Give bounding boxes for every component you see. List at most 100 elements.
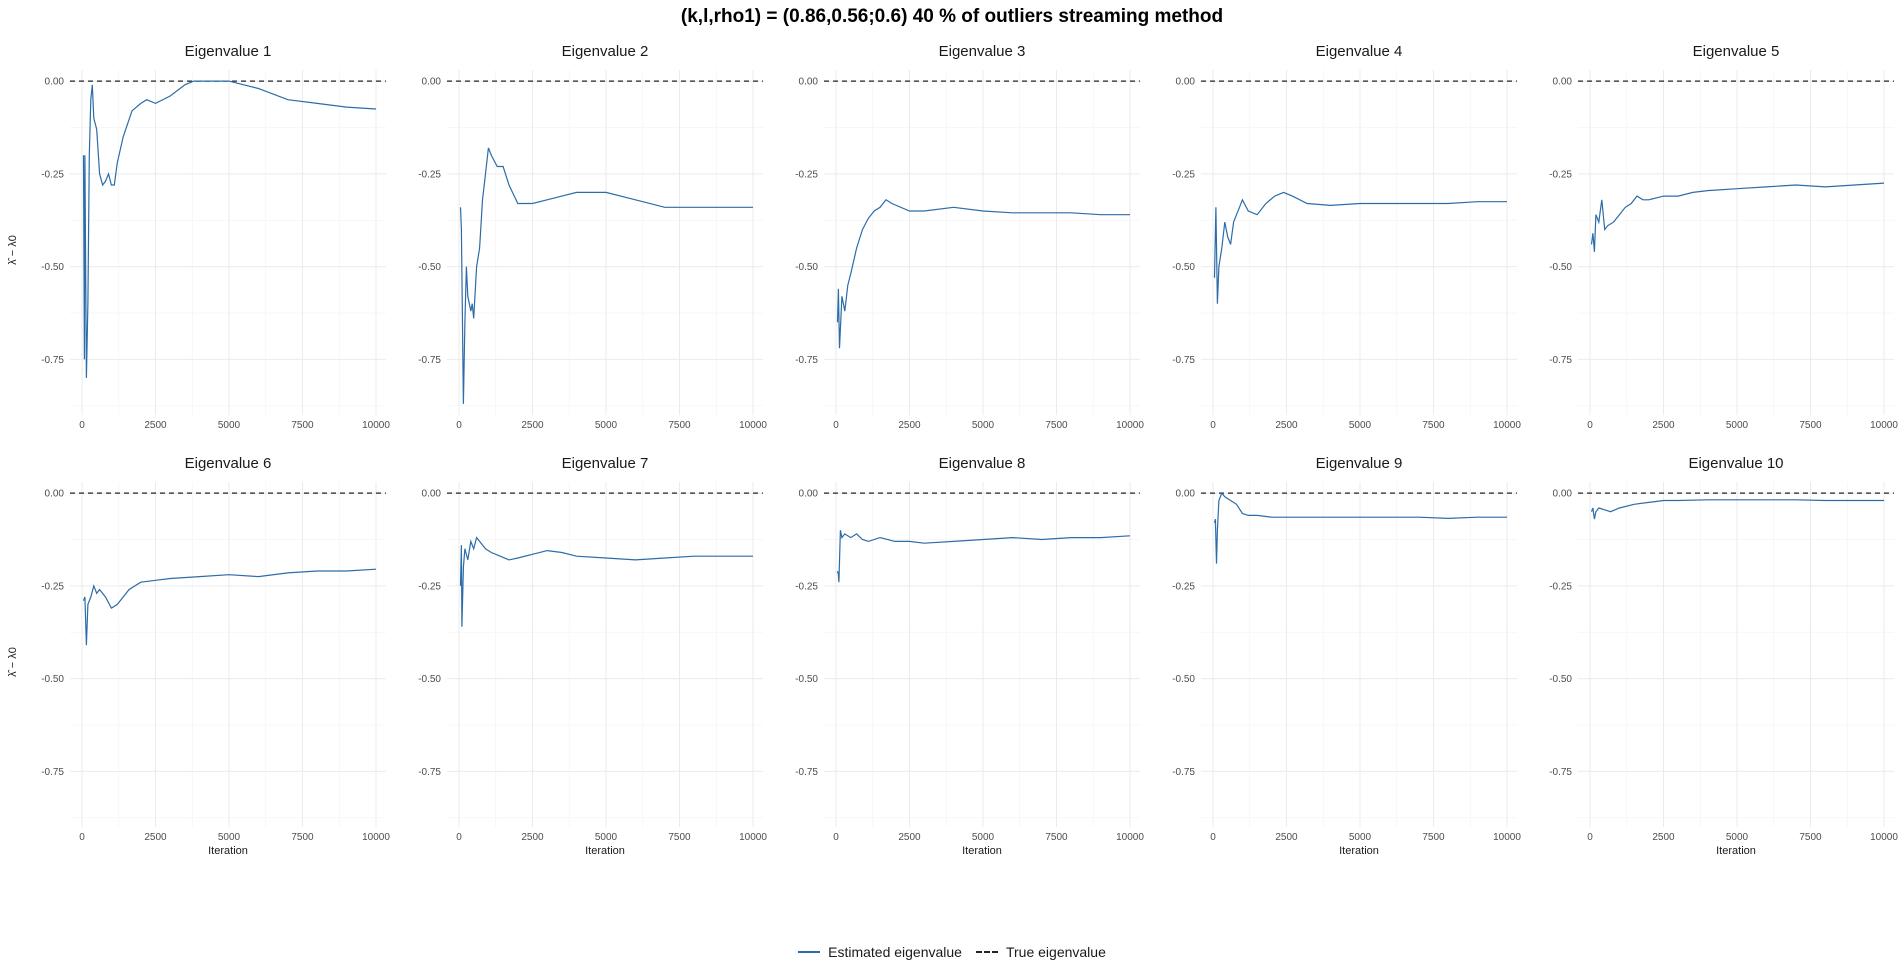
x-tick-label: 5000: [595, 420, 618, 431]
estimated-eigenvalue-line: [1590, 499, 1884, 520]
y-tick-label: -0.25: [1549, 581, 1572, 592]
y-tick-label: -0.25: [41, 169, 64, 180]
legend-item-estimated: Estimated eigenvalue: [798, 944, 962, 960]
x-tick-label: 0: [79, 832, 85, 843]
x-axis-title: Iteration: [962, 845, 1002, 857]
x-tick-label: 2500: [1275, 420, 1298, 431]
x-axis-title: Iteration: [1339, 845, 1379, 857]
y-tick-label: -0.50: [418, 262, 441, 273]
y-tick-label: -0.25: [795, 169, 818, 180]
x-tick-label: 10000: [1870, 832, 1898, 843]
y-tick-label: 0.00: [422, 77, 442, 88]
x-tick-label: 2500: [898, 420, 921, 431]
y-tick-label: -0.75: [795, 355, 818, 366]
x-tick-label: 2500: [1652, 420, 1675, 431]
x-tick-label: 5000: [1726, 832, 1749, 843]
panel-title: Eigenvalue 4: [1316, 43, 1403, 60]
panel-title: Eigenvalue 6: [185, 455, 272, 472]
legend: Estimated eigenvalue True eigenvalue: [0, 944, 1904, 960]
y-tick-label: -0.50: [1549, 674, 1572, 685]
x-tick-label: 5000: [218, 832, 241, 843]
x-tick-label: 7500: [1045, 832, 1068, 843]
panel-5: 0.00 -0.25 -0.50 -0.75 0 2500 5000 7500 10000 Eig…: [1549, 43, 1898, 431]
x-tick-label: 7500: [1799, 420, 1822, 431]
estimated-eigenvalue-line: [459, 147, 753, 404]
x-tick-label: 10000: [1870, 420, 1898, 431]
estimated-eigenvalue-line: [836, 530, 1131, 583]
x-tick-label: 7500: [668, 832, 691, 843]
y-tick-label: -0.75: [1172, 767, 1195, 778]
panel-title: Eigenvalue 2: [562, 43, 649, 60]
estimated-eigenvalue-line: [1213, 491, 1507, 564]
x-tick-label: 5000: [1726, 420, 1749, 431]
panel-1: 0.00 -0.25 -0.50 -0.75 0 2500 5000 7500 10000 Eig…: [7, 43, 390, 431]
y-tick-label: 0.00: [1176, 489, 1196, 500]
x-tick-label: 2500: [521, 420, 544, 431]
panel-title: Eigenvalue 5: [1693, 43, 1780, 60]
x-tick-label: 7500: [668, 420, 691, 431]
panel-10: 0.00 -0.25 -0.50 -0.75 0 2500 5000 7500 10000 Eig…: [1549, 455, 1898, 857]
x-tick-label: 10000: [1116, 420, 1144, 431]
estimated-eigenvalue-line: [1213, 191, 1507, 304]
x-tick-label: 7500: [291, 420, 314, 431]
panel-6: 0.00 -0.25 -0.50 -0.75 0 2500 5000 7500 10000 Eig…: [7, 455, 390, 857]
x-axis-title: Iteration: [585, 845, 625, 857]
y-tick-label: -0.75: [795, 767, 818, 778]
y-tick-label: -0.50: [1172, 262, 1195, 273]
y-tick-label: -0.50: [1549, 262, 1572, 273]
y-tick-label: -0.75: [1549, 767, 1572, 778]
x-tick-label: 0: [456, 832, 462, 843]
x-tick-label: 7500: [1045, 420, 1068, 431]
y-axis-title: λ̂ − λ0: [7, 235, 19, 265]
y-tick-label: -0.25: [1172, 169, 1195, 180]
x-tick-label: 0: [1210, 832, 1216, 843]
y-tick-label: 0.00: [45, 77, 65, 88]
panel-title: Eigenvalue 1: [185, 43, 272, 60]
x-tick-label: 5000: [595, 832, 618, 843]
estimated-eigenvalue-line: [836, 199, 1130, 349]
x-axis-title: Iteration: [208, 845, 248, 857]
x-tick-label: 2500: [1275, 832, 1298, 843]
panel-8: 0.00 -0.25 -0.50 -0.75 0 2500 5000 7500 10000 Eig…: [795, 455, 1144, 857]
x-tick-label: 5000: [1349, 832, 1372, 843]
x-tick-label: 7500: [1799, 832, 1822, 843]
y-tick-label: -0.25: [418, 581, 441, 592]
x-tick-label: 2500: [144, 420, 167, 431]
x-tick-label: 10000: [739, 420, 767, 431]
x-tick-label: 7500: [291, 832, 314, 843]
chart-title: (k,l,rho1) = (0.86,0.56;0.6) 40 % of out…: [680, 6, 1224, 27]
y-tick-label: 0.00: [799, 77, 819, 88]
x-tick-label: 5000: [1349, 420, 1372, 431]
y-tick-label: -0.25: [795, 581, 818, 592]
x-tick-label: 10000: [1116, 832, 1144, 843]
x-tick-label: 5000: [972, 832, 995, 843]
y-tick-label: 0.00: [422, 489, 442, 500]
y-axis-title: λ̂ − λ0: [7, 647, 19, 677]
y-tick-label: -0.50: [795, 262, 818, 273]
x-tick-label: 2500: [521, 832, 544, 843]
y-tick-label: -0.25: [418, 169, 441, 180]
x-tick-label: 5000: [972, 420, 995, 431]
estimated-eigenvalue-line: [82, 80, 377, 378]
y-tick-label: -0.25: [1549, 169, 1572, 180]
y-tick-label: -0.50: [795, 674, 818, 685]
x-tick-label: 0: [1210, 420, 1216, 431]
legend-item-true: True eigenvalue: [975, 944, 1106, 960]
x-tick-label: 0: [833, 832, 839, 843]
panel-3: 0.00 -0.25 -0.50 -0.75 0 2500 5000 7500 10000 Eig…: [795, 43, 1144, 431]
y-tick-label: -0.75: [1172, 355, 1195, 366]
x-tick-label: 0: [1587, 832, 1593, 843]
x-tick-label: 2500: [1652, 832, 1675, 843]
y-tick-label: -0.75: [41, 355, 64, 366]
panel-7: 0.00 -0.25 -0.50 -0.75 0 2500 5000 7500 10000 Eig…: [418, 455, 767, 857]
x-tick-label: 10000: [362, 420, 390, 431]
x-tick-label: 10000: [362, 832, 390, 843]
panel-title: Eigenvalue 10: [1688, 455, 1783, 472]
legend-label-estimated: Estimated eigenvalue: [828, 944, 962, 960]
x-tick-label: 2500: [144, 832, 167, 843]
x-tick-label: 10000: [1493, 832, 1521, 843]
y-tick-label: 0.00: [1176, 77, 1196, 88]
x-tick-label: 0: [833, 420, 839, 431]
y-tick-label: -0.25: [1172, 581, 1195, 592]
y-tick-label: -0.75: [418, 355, 441, 366]
